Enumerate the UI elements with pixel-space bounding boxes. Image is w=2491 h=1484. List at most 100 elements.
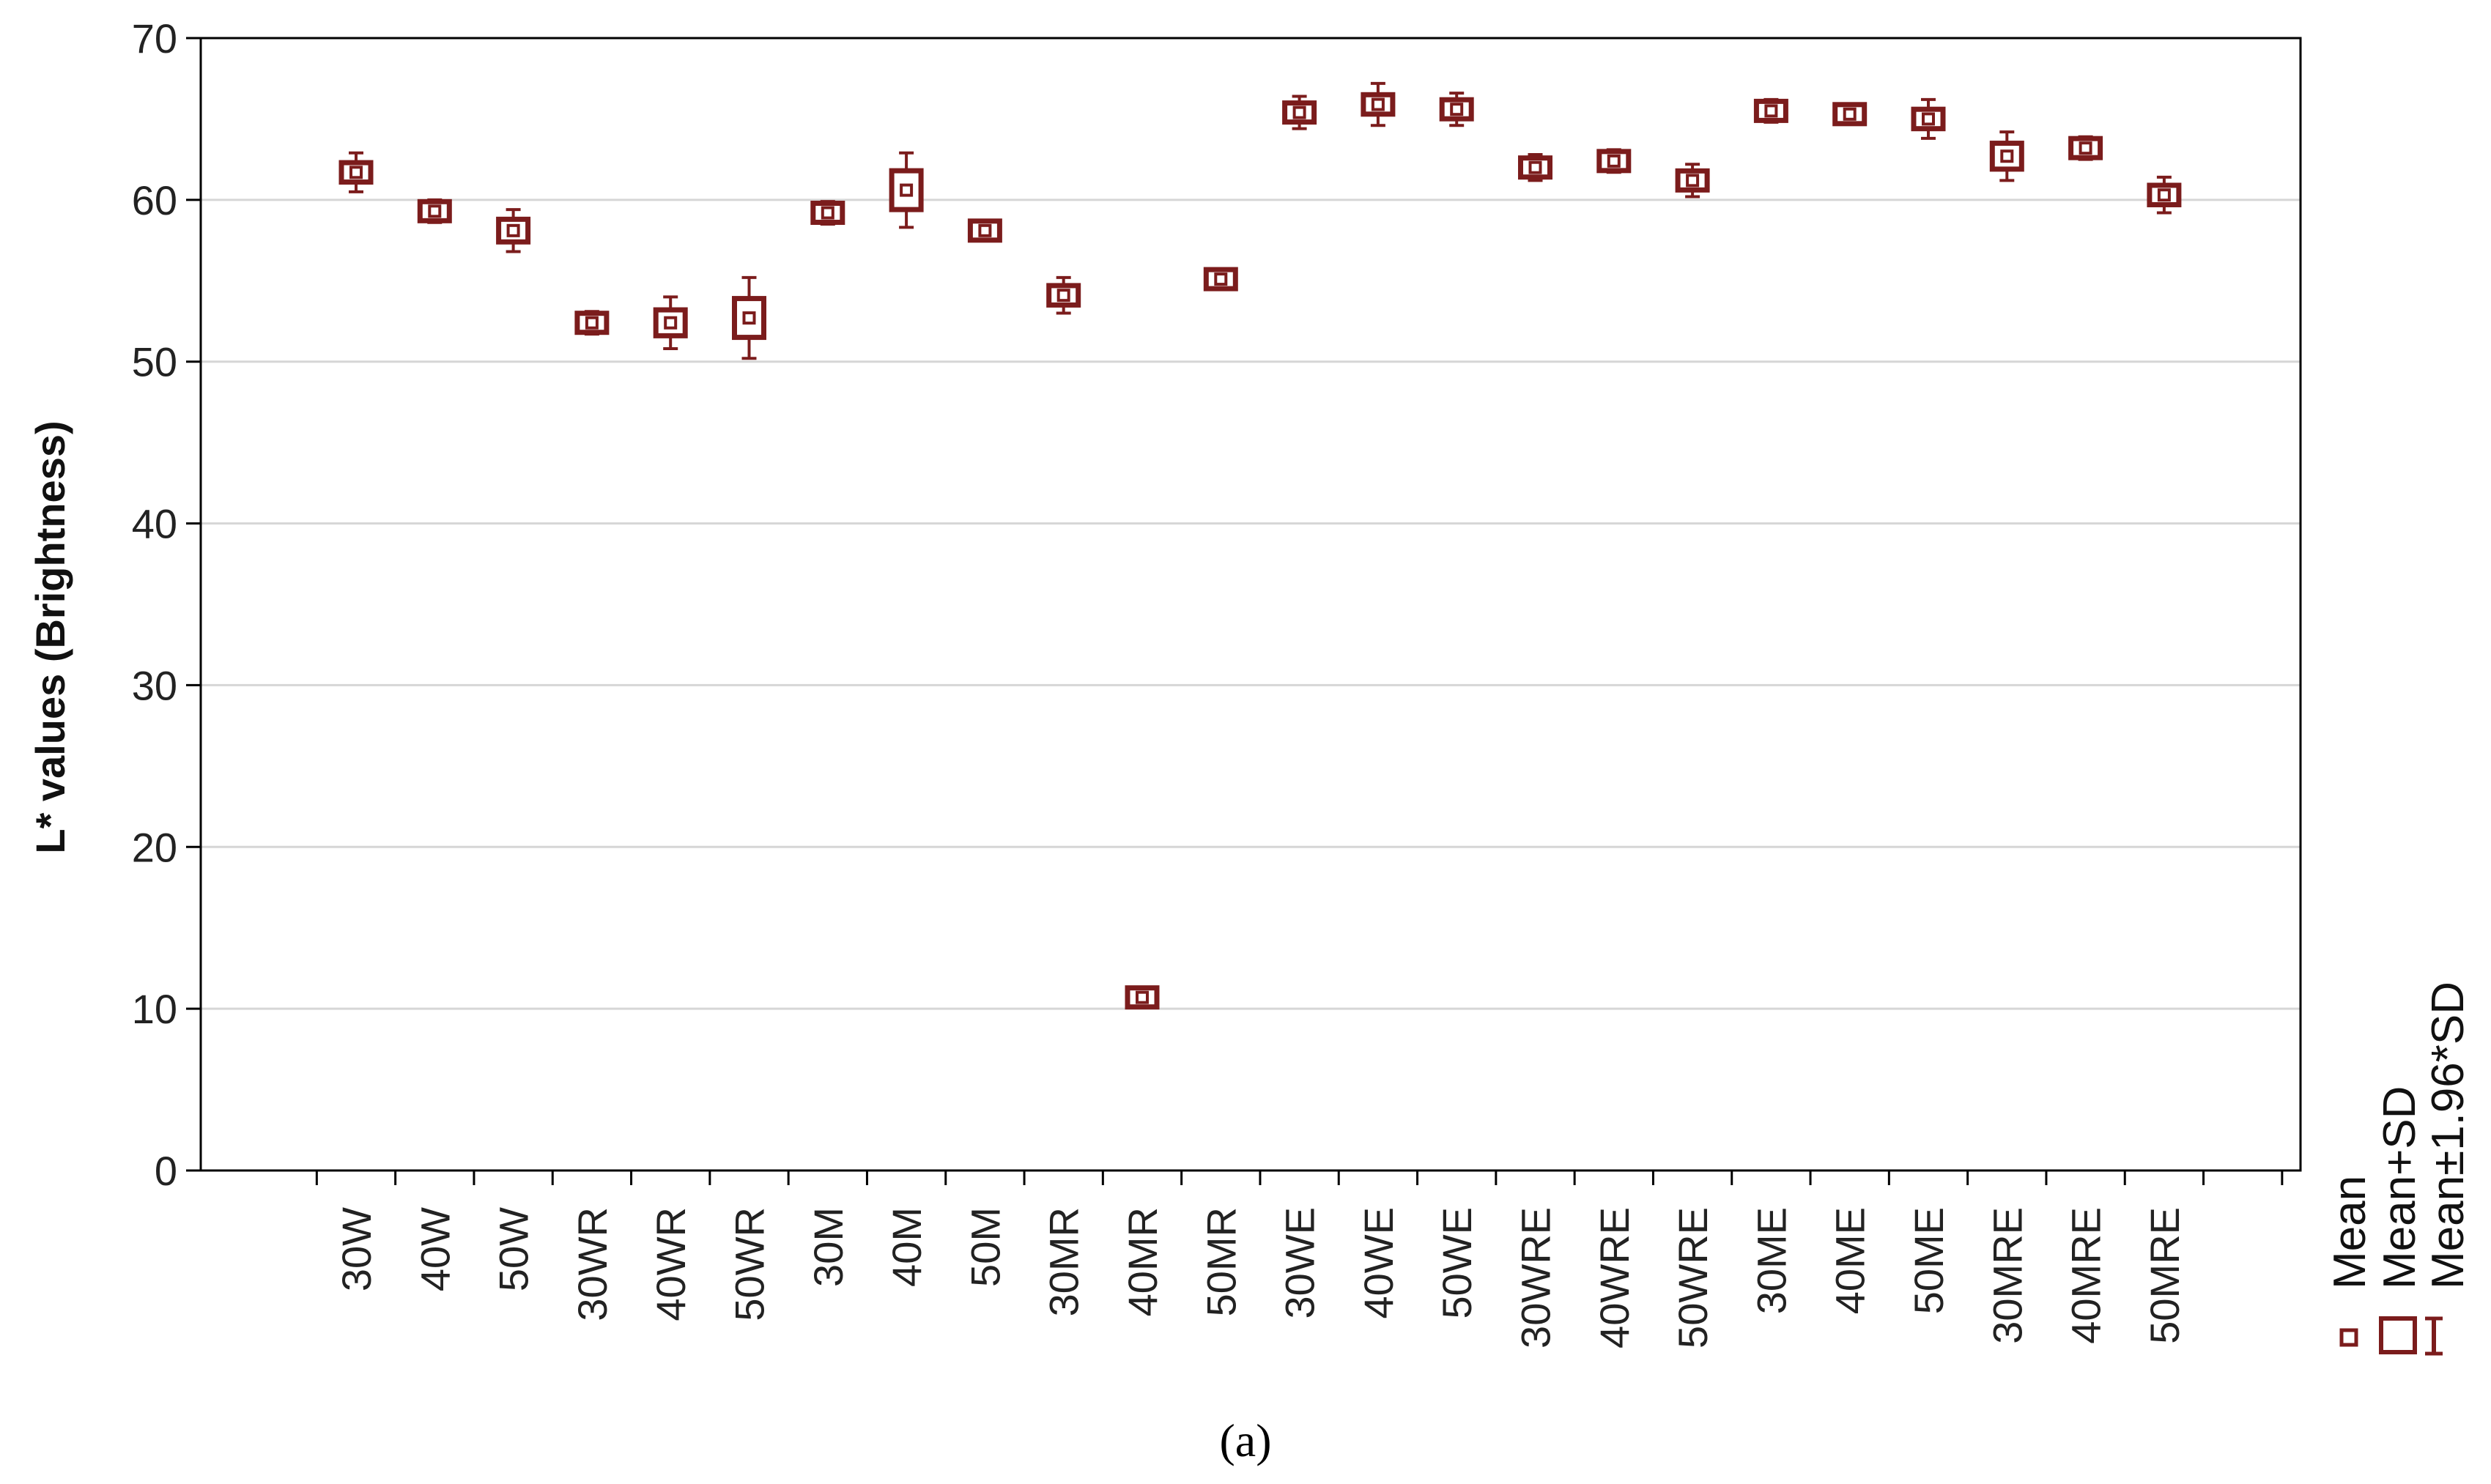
x-category-label-50M: 50M — [962, 1207, 1008, 1287]
sd-box-50MR — [1203, 267, 1238, 292]
data-point-40WE — [1361, 81, 1396, 127]
sd-box-50W — [496, 216, 531, 245]
y-tick-labels: 0 10 20 30 40 50 60 70 — [132, 15, 177, 1194]
sd-box-30M — [810, 201, 845, 226]
x-category-label-50MRE: 50MRE — [2142, 1207, 2188, 1344]
x-category-label-40M: 40M — [884, 1207, 930, 1287]
sd-box-30ME — [1753, 98, 1788, 123]
data-point-50MR — [1203, 267, 1238, 292]
mean-marker-40MRE — [2079, 141, 2092, 155]
sd-box-30WRE — [1518, 155, 1552, 180]
mean-marker-30M — [821, 206, 834, 220]
data-point-30WE — [1282, 94, 1317, 130]
data-point-40WR — [653, 295, 688, 351]
x-category-label-30ME: 30ME — [1748, 1207, 1794, 1314]
data-point-50MRE — [2147, 175, 2182, 215]
x-category-label-50MR: 50MR — [1198, 1207, 1244, 1316]
x-category-label-50WRE: 50WRE — [1670, 1207, 1716, 1348]
mean-marker-40WRE — [1607, 154, 1621, 168]
sd-box-50WR — [732, 296, 766, 341]
legend-label-mean-sd: Mean+SD — [2375, 1086, 2425, 1289]
x-category-label-30W: 30W — [333, 1207, 380, 1291]
sd-box-30MR — [1046, 283, 1081, 308]
y-tick-label-20: 20 — [132, 824, 177, 870]
sd-box-50M — [967, 218, 1002, 243]
x-category-label-40MR: 40MR — [1119, 1207, 1166, 1316]
data-point-50WR — [732, 275, 766, 360]
y-tick-label-0: 0 — [155, 1148, 177, 1194]
mean-marker-40WE — [1371, 97, 1385, 111]
data-point-30WR — [574, 310, 610, 336]
figure-caption: (a) — [1219, 1414, 1271, 1466]
sd-box-40ME — [1832, 102, 1868, 127]
legend-label-mean-ci: Mean±1.96*SD — [2423, 982, 2473, 1289]
legend-label-mean: Mean — [2325, 1176, 2375, 1289]
legend-mean-icon — [2339, 1328, 2358, 1347]
sd-box-50ME — [1911, 106, 1946, 132]
x-category-label-50WR: 50WR — [727, 1207, 773, 1321]
data-point-50W — [496, 208, 531, 253]
data-point-40ME — [1832, 102, 1868, 127]
sd-box-50WRE — [1675, 168, 1710, 193]
data-point-30ME — [1753, 97, 1788, 124]
mean-marker-50MR — [1214, 272, 1228, 286]
sd-box-40M — [889, 168, 924, 212]
mean-marker-50MRE — [2157, 188, 2171, 202]
y-tick-label-50: 50 — [132, 339, 177, 385]
sd-box-30WR — [574, 311, 610, 335]
sd-box-40MRE — [2068, 136, 2103, 160]
x-category-label-30WR: 30WR — [569, 1207, 615, 1321]
mean-marker-40M — [900, 183, 914, 197]
mean-marker-30WE — [1292, 105, 1306, 119]
y-tick-label-10: 10 — [132, 986, 177, 1032]
sd-box-40WE — [1361, 92, 1396, 117]
x-category-label-50ME: 50ME — [1906, 1207, 1952, 1314]
x-category-label-30M: 30M — [805, 1207, 851, 1287]
mean-marker-40MR — [1136, 990, 1149, 1004]
data-point-30M — [810, 200, 845, 226]
data-point-30W — [338, 151, 374, 193]
mean-marker-40WR — [664, 316, 678, 330]
legend-mean-ci-icon — [2425, 1316, 2443, 1356]
mean-marker-50WRE — [1686, 174, 1700, 188]
data-point-50WRE — [1675, 163, 1710, 199]
mean-marker-50W — [506, 223, 520, 237]
sd-box-40W — [417, 199, 452, 223]
data-point-40MR — [1125, 985, 1160, 1010]
sd-box-40WRE — [1596, 149, 1632, 174]
sd-box-30WE — [1282, 100, 1317, 125]
mean-marker-50WE — [1450, 103, 1464, 116]
sd-box-40MR — [1125, 985, 1160, 1010]
mean-marker-30WR — [585, 316, 599, 330]
mean-marker-30WRE — [1528, 160, 1542, 174]
y-tick-label-40: 40 — [132, 501, 177, 547]
x-category-label-50W: 50W — [491, 1207, 537, 1291]
mean-marker-30ME — [1764, 104, 1778, 118]
x-category-label-40ME: 40ME — [1827, 1207, 1873, 1314]
data-point-30MR — [1046, 275, 1081, 315]
data-marks — [338, 81, 2182, 1010]
sd-box-50WE — [1439, 97, 1474, 122]
x-category-label-40WE: 40WE — [1355, 1207, 1402, 1319]
data-point-50WE — [1439, 92, 1474, 127]
mean-marker-50ME — [1922, 112, 1935, 126]
x-category-label-40WRE: 40WRE — [1591, 1207, 1637, 1348]
x-category-label-40MRE: 40MRE — [2063, 1207, 2109, 1344]
y-tick-label-30: 30 — [132, 662, 177, 708]
mean-marker-40W — [428, 204, 442, 218]
y-tick-label-60: 60 — [132, 177, 177, 223]
data-point-40MRE — [2068, 135, 2103, 161]
sd-box-30W — [338, 160, 374, 185]
x-category-label-30WRE: 30WRE — [1513, 1207, 1559, 1348]
grid-lines — [201, 199, 2301, 1010]
x-category-label-40WR: 40WR — [648, 1207, 694, 1321]
mean-marker-30MRE — [2000, 149, 2014, 163]
x-category-label-40W: 40W — [412, 1207, 458, 1291]
data-point-50M — [967, 218, 1002, 243]
data-point-30MRE — [1989, 130, 2024, 182]
x-category-label-30WE: 30WE — [1277, 1207, 1323, 1319]
mean-marker-40ME — [1843, 107, 1857, 121]
mean-marker-50M — [978, 223, 992, 237]
y-tick-label-70: 70 — [132, 15, 177, 62]
